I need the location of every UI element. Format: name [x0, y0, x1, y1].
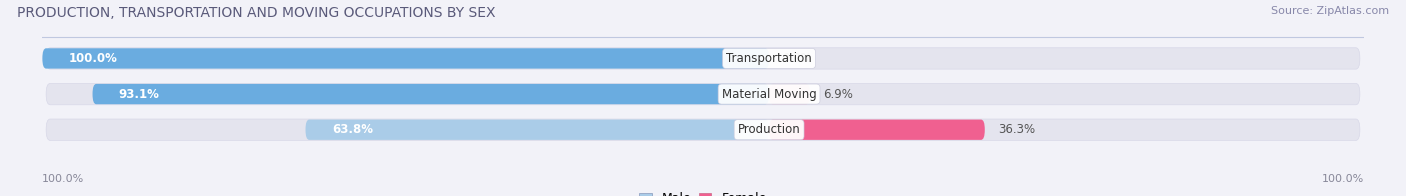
Text: Material Moving: Material Moving [721, 88, 817, 101]
Text: Production: Production [738, 123, 800, 136]
Text: 63.8%: 63.8% [332, 123, 373, 136]
Text: PRODUCTION, TRANSPORTATION AND MOVING OCCUPATIONS BY SEX: PRODUCTION, TRANSPORTATION AND MOVING OC… [17, 6, 495, 20]
FancyBboxPatch shape [305, 120, 769, 140]
FancyBboxPatch shape [93, 84, 769, 104]
Text: 0.0%: 0.0% [782, 52, 811, 65]
FancyBboxPatch shape [46, 48, 1360, 69]
Text: 36.3%: 36.3% [998, 123, 1035, 136]
FancyBboxPatch shape [42, 48, 769, 69]
FancyBboxPatch shape [46, 119, 1360, 140]
FancyBboxPatch shape [769, 84, 810, 104]
Text: 100.0%: 100.0% [42, 174, 84, 184]
FancyBboxPatch shape [46, 83, 1360, 105]
Text: 100.0%: 100.0% [1322, 174, 1364, 184]
FancyBboxPatch shape [769, 120, 984, 140]
Legend: Male, Female: Male, Female [637, 190, 769, 196]
Text: 6.9%: 6.9% [824, 88, 853, 101]
Text: Source: ZipAtlas.com: Source: ZipAtlas.com [1271, 6, 1389, 16]
Text: 93.1%: 93.1% [118, 88, 160, 101]
Text: Transportation: Transportation [727, 52, 811, 65]
Text: 100.0%: 100.0% [69, 52, 118, 65]
